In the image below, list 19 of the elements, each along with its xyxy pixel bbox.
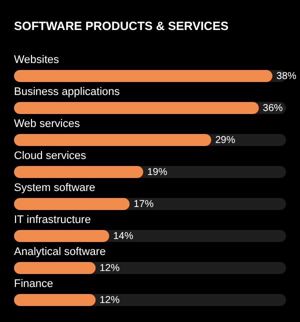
y-tick-label: Cloud services bbox=[14, 150, 87, 162]
data-label: 19% bbox=[147, 167, 168, 178]
y-tick-label: Business applications bbox=[14, 86, 120, 98]
bar bbox=[14, 294, 96, 306]
bar bbox=[14, 262, 96, 274]
data-label: 14% bbox=[113, 231, 134, 242]
data-label: 17% bbox=[134, 199, 154, 210]
y-tick-label: Analytical software bbox=[14, 246, 106, 258]
data-label: 29% bbox=[215, 135, 236, 146]
y-tick-label: Web services bbox=[14, 118, 80, 130]
data-label: 38% bbox=[276, 71, 297, 82]
data-label: 12% bbox=[100, 295, 120, 306]
y-tick-label: IT infrastructure bbox=[14, 214, 91, 226]
chart-title: SOFTWARE PRODUCTS & SERVICES bbox=[14, 19, 228, 33]
data-label: 12% bbox=[100, 263, 120, 274]
y-tick-label: Finance bbox=[14, 278, 54, 290]
y-tick-label: System software bbox=[14, 182, 96, 194]
y-tick-label: Websites bbox=[14, 54, 60, 66]
data-label: 36% bbox=[262, 103, 283, 114]
